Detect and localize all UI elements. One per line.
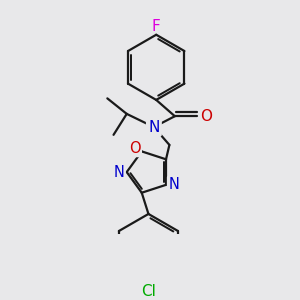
Text: Cl: Cl (141, 284, 156, 299)
Text: O: O (200, 109, 212, 124)
Text: N: N (113, 165, 124, 180)
Text: F: F (152, 20, 161, 34)
Text: O: O (129, 141, 141, 156)
Text: N: N (168, 177, 179, 192)
Text: N: N (148, 120, 160, 135)
